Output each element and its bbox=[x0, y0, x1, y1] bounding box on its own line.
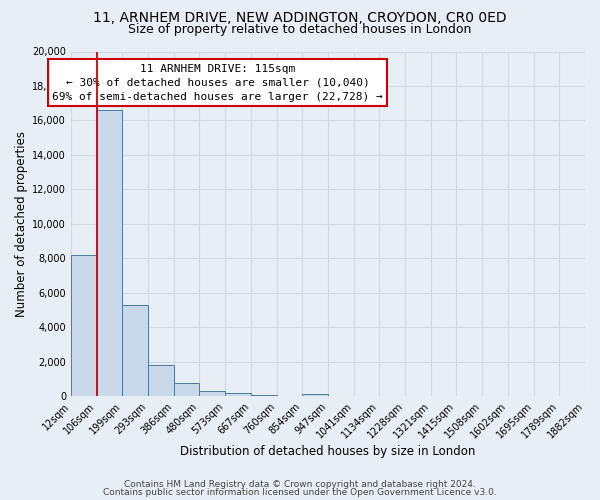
Bar bbox=[71, 255, 97, 396]
Text: Size of property relative to detached houses in London: Size of property relative to detached ho… bbox=[128, 23, 472, 36]
Bar bbox=[122, 305, 148, 396]
Text: 11, ARNHEM DRIVE, NEW ADDINGTON, CROYDON, CR0 0ED: 11, ARNHEM DRIVE, NEW ADDINGTON, CROYDON… bbox=[93, 12, 507, 26]
Bar bbox=[251, 394, 277, 396]
Bar bbox=[174, 383, 199, 396]
Bar bbox=[302, 394, 328, 396]
Bar bbox=[225, 393, 251, 396]
Bar bbox=[97, 110, 122, 396]
Bar bbox=[148, 365, 174, 396]
Text: Contains public sector information licensed under the Open Government Licence v3: Contains public sector information licen… bbox=[103, 488, 497, 497]
X-axis label: Distribution of detached houses by size in London: Distribution of detached houses by size … bbox=[180, 444, 476, 458]
Bar bbox=[199, 391, 225, 396]
Text: Contains HM Land Registry data © Crown copyright and database right 2024.: Contains HM Land Registry data © Crown c… bbox=[124, 480, 476, 489]
Text: 11 ARNHEM DRIVE: 115sqm
← 30% of detached houses are smaller (10,040)
69% of sem: 11 ARNHEM DRIVE: 115sqm ← 30% of detache… bbox=[52, 64, 383, 102]
Y-axis label: Number of detached properties: Number of detached properties bbox=[15, 131, 28, 317]
